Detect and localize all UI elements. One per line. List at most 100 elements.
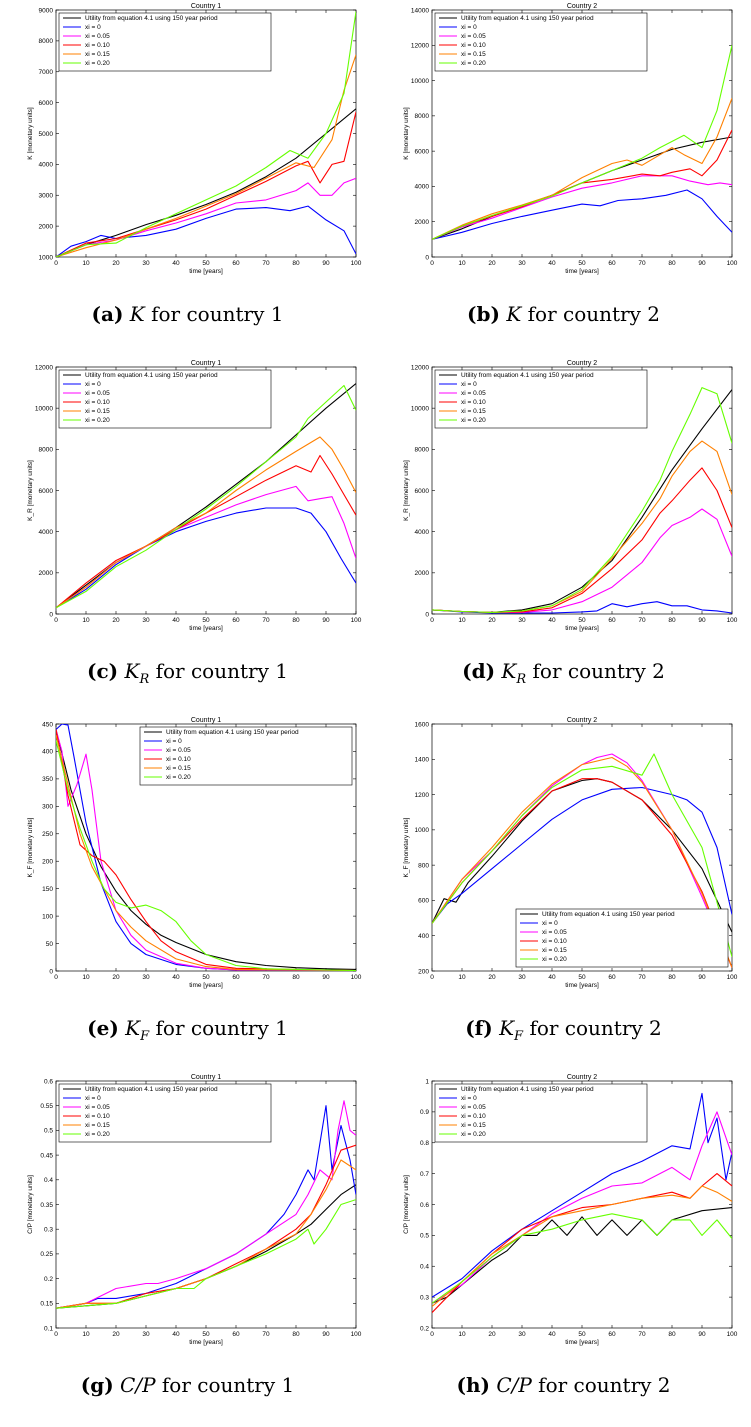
series-line-1	[56, 507, 356, 609]
y-tick-label: 6000	[415, 488, 430, 495]
y-tick-label: 12000	[35, 364, 53, 371]
x-tick-label: 0	[430, 260, 434, 267]
x-tick-label: 100	[351, 260, 362, 267]
legend-label: xi = 0.05	[85, 33, 110, 40]
x-tick-label: 20	[488, 617, 496, 624]
series-line-1	[432, 189, 732, 240]
chart-title: Country 2	[567, 360, 597, 367]
y-tick-label: 0	[425, 254, 429, 261]
legend-label: xi = 0.15	[542, 947, 567, 954]
x-axis-label: time [years]	[565, 1339, 599, 1346]
caption-letter: (a)	[91, 302, 124, 326]
legend-label: Utility from equation 4.1 using 150 year…	[461, 15, 594, 22]
x-tick-label: 30	[142, 260, 150, 267]
legend-label: xi = 0	[85, 24, 101, 31]
legend-label: xi = 0.05	[85, 390, 110, 397]
x-tick-label: 80	[668, 1331, 676, 1338]
caption-letter: (b)	[467, 302, 500, 326]
x-tick-label: 10	[458, 1331, 466, 1338]
series-group	[432, 1092, 732, 1313]
legend-label: Utility from equation 4.1 using 150 year…	[85, 372, 218, 379]
legend-label: xi = 0.10	[85, 399, 110, 406]
x-tick-label: 90	[698, 1331, 706, 1338]
chart-a: Country 1 0 10 20 30 40 50 60 70 80 90 100 1000 2000 3…	[27, 3, 362, 275]
x-tick-label: 40	[548, 617, 556, 624]
x-tick-label: 60	[608, 260, 616, 267]
chart-title: Country 1	[191, 717, 221, 724]
panel-f: Country 2 0 10 20 30 40 50 60 70 80 90 100 200 400 600…	[376, 714, 751, 1070]
y-tick-label: 0.3	[44, 1227, 53, 1234]
y-tick-label: 200	[418, 968, 429, 975]
legend-label: xi = 0.10	[461, 1113, 486, 1120]
caption-suffix: for country 2	[532, 659, 665, 683]
legend-label: xi = 0.05	[166, 747, 191, 754]
y-tick-label: 0	[49, 611, 53, 618]
x-tick-label: 40	[172, 617, 180, 624]
series-line-4	[56, 54, 356, 257]
legend-label: xi = 0	[85, 1095, 101, 1102]
series-line-5	[56, 384, 356, 609]
legend-label: xi = 0.20	[542, 956, 567, 963]
y-axis-label: K_F [monetary units]	[403, 817, 410, 877]
y-tick-label: 0.9	[420, 1109, 429, 1116]
x-tick-label: 50	[578, 974, 586, 981]
series-line-0	[432, 778, 732, 933]
series-line-0	[56, 108, 356, 257]
series-line-4	[56, 436, 356, 609]
legend-label: Utility from equation 4.1 using 150 year…	[85, 1086, 218, 1093]
y-tick-label: 2000	[415, 570, 430, 577]
caption-variable: C/P	[496, 1373, 532, 1397]
panel-h: Country 2 0 10 20 30 40 50 60 70 80 90 100 0.2 0.3 0.4…	[376, 1071, 751, 1427]
y-tick-label: 1400	[415, 757, 430, 764]
x-tick-label: 40	[548, 1331, 556, 1338]
y-tick-label: 0.45	[40, 1152, 53, 1159]
chart-g: Country 1 0 10 20 30 40 50 60 70 80 90 100 0.1 0.15 0.…	[27, 1074, 362, 1346]
series-line-3	[56, 454, 356, 609]
x-tick-label: 0	[430, 1331, 434, 1338]
y-tick-label: 12000	[411, 364, 429, 371]
legend	[139, 726, 353, 786]
legend-label: xi = 0.15	[166, 765, 191, 772]
x-tick-label: 90	[698, 974, 706, 981]
legend	[58, 12, 272, 72]
y-tick-label: 9000	[39, 7, 54, 14]
series-line-1	[432, 1092, 732, 1298]
x-axis-label: time [years]	[565, 982, 599, 989]
legend	[434, 12, 648, 72]
caption-suffix: for country 1	[155, 659, 288, 683]
caption-b: (b) K for country 2	[376, 302, 751, 330]
y-tick-label: 1600	[415, 721, 430, 728]
panel-a: Country 1 0 10 20 30 40 50 60 70 80 90 100 1000 2000 3…	[0, 0, 375, 356]
x-tick-label: 80	[668, 260, 676, 267]
legend-label: Utility from equation 4.1 using 150 year…	[461, 372, 594, 379]
x-tick-label: 40	[172, 974, 180, 981]
panel-b: Country 2 0 10 20 30 40 50 60 70 80 90 100 0 2000 4000…	[376, 0, 751, 356]
legend-label: xi = 0	[542, 920, 558, 927]
x-tick-label: 10	[82, 617, 90, 624]
legend-label: xi = 0.05	[85, 1104, 110, 1111]
x-axis-label: time [years]	[565, 268, 599, 275]
x-tick-label: 30	[142, 974, 150, 981]
y-tick-label: 0.2	[420, 1325, 429, 1332]
y-axis-label: C/P [monetary units]	[27, 1175, 34, 1234]
x-tick-label: 40	[172, 1331, 180, 1338]
caption-f: (f) KF for country 2	[376, 1016, 751, 1044]
x-tick-label: 0	[430, 617, 434, 624]
series-line-3	[56, 729, 356, 971]
caption-suffix: for country 1	[151, 302, 284, 326]
x-tick-label: 60	[608, 617, 616, 624]
series-group	[432, 753, 732, 968]
x-tick-label: 20	[112, 974, 120, 981]
caption-d: (d) KR for country 2	[376, 659, 751, 687]
x-tick-label: 50	[202, 617, 210, 624]
y-tick-label: 6000	[39, 100, 54, 107]
x-tick-label: 70	[262, 617, 270, 624]
y-axis-label: K [monetary units]	[27, 107, 34, 160]
legend-label: xi = 0.20	[461, 60, 486, 67]
y-tick-label: 450	[42, 721, 53, 728]
x-tick-label: 30	[142, 1331, 150, 1338]
y-tick-label: 0.8	[420, 1140, 429, 1147]
y-tick-label: 4000	[415, 529, 430, 536]
y-tick-label: 200	[42, 859, 53, 866]
series-line-5	[432, 753, 732, 958]
